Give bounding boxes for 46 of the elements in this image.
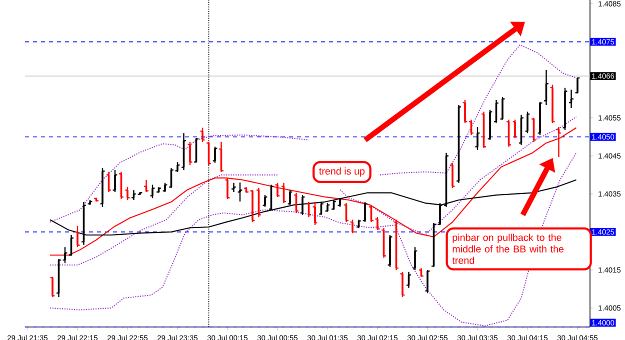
candlestick <box>112 169 118 193</box>
candlestick <box>93 197 100 202</box>
candlestick <box>50 276 56 298</box>
candlestick <box>237 182 243 202</box>
candlestick <box>487 109 493 141</box>
candlestick <box>287 190 293 206</box>
candlestick <box>150 184 156 199</box>
candlestick <box>574 77 580 94</box>
candlestick <box>87 199 93 206</box>
candlestick <box>462 99 468 124</box>
candlestick <box>550 84 556 124</box>
candlestick <box>312 201 318 226</box>
candlestick <box>437 202 443 226</box>
candlestick <box>512 119 518 139</box>
candlestick <box>224 177 230 200</box>
candlestick <box>174 161 180 172</box>
candlestick <box>537 101 543 136</box>
candlestick <box>412 246 418 271</box>
candlestick <box>187 141 193 166</box>
candlestick <box>450 162 456 188</box>
candlestick <box>274 182 280 198</box>
candlestick <box>350 219 356 234</box>
candlestick <box>500 96 506 120</box>
candlestick <box>262 194 268 208</box>
candlestick <box>387 234 393 268</box>
candlestick <box>74 225 80 248</box>
candlestick <box>324 202 330 212</box>
candlestick <box>300 194 306 216</box>
candlestick <box>400 271 406 298</box>
annotation: trend is up <box>319 167 365 177</box>
candlestick <box>362 201 368 223</box>
candlestick <box>474 126 480 150</box>
candlestick <box>200 127 206 142</box>
candlestick <box>137 191 143 196</box>
candlestick <box>524 111 530 134</box>
candlestick <box>337 198 343 208</box>
candlestick <box>212 146 218 164</box>
candlestick <box>250 190 256 223</box>
candlestick <box>424 269 430 294</box>
candlestick <box>162 182 168 193</box>
candlestick <box>100 167 106 208</box>
candlestick <box>562 87 568 131</box>
candlestick <box>374 216 380 231</box>
candlestick <box>62 246 68 264</box>
annotation: pinbar on pullback to the middle of the BB with the trend <box>452 234 564 264</box>
candlestick <box>124 186 130 201</box>
